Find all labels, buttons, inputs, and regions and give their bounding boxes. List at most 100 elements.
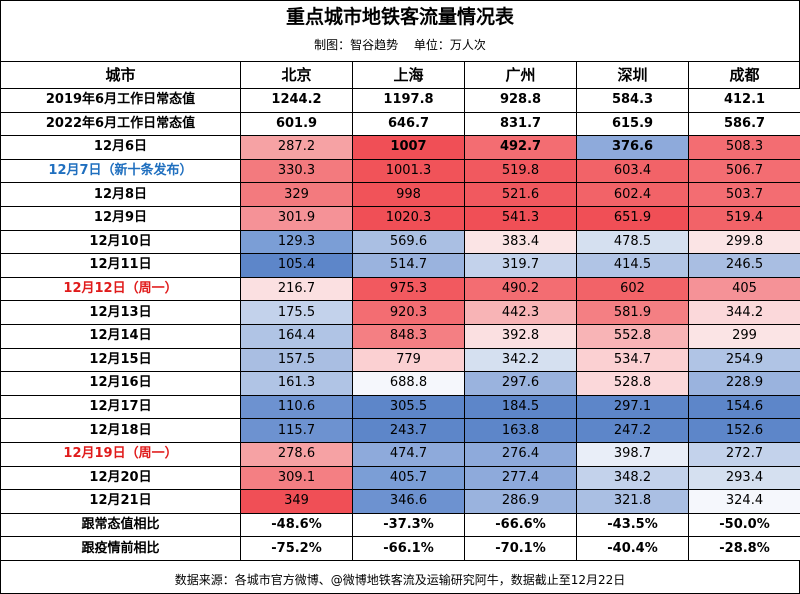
row-label: 12月18日 bbox=[0, 418, 241, 443]
data-cell: 105.4 bbox=[240, 253, 353, 278]
row-label: 12月9日 bbox=[0, 205, 241, 231]
data-cell: 342.2 bbox=[464, 347, 577, 373]
table-row: 12月6日 287.2 1007 492.7 376.6 508.3 bbox=[0, 135, 800, 160]
data-cell: -48.6% bbox=[240, 512, 353, 538]
data-cell: -28.8% bbox=[688, 536, 800, 561]
data-cell: -66.1% bbox=[352, 536, 465, 561]
data-cell: 1020.3 bbox=[352, 205, 465, 231]
data-cell: 348.2 bbox=[576, 465, 689, 491]
data-cell: 508.3 bbox=[688, 135, 800, 160]
ridership-table: 城市 北京 上海 广州 深圳 成都 2019年6月工作日常态值 1244.2 119… bbox=[0, 61, 800, 561]
data-cell: 414.5 bbox=[576, 253, 689, 278]
data-cell: 164.4 bbox=[240, 323, 353, 349]
data-cell: -43.5% bbox=[576, 512, 689, 538]
data-cell: 831.7 bbox=[464, 111, 577, 137]
data-cell: 277.4 bbox=[464, 465, 577, 491]
data-cell: 272.7 bbox=[688, 441, 800, 467]
row-label: 跟疫情前相比 bbox=[0, 536, 241, 561]
data-cell: 848.3 bbox=[352, 323, 465, 349]
row-label: 12月10日 bbox=[0, 229, 241, 255]
data-cell: 383.4 bbox=[464, 229, 577, 255]
subtitle: 制图：智谷趋势 单位：万人次 bbox=[0, 36, 800, 54]
data-cell: -37.3% bbox=[352, 512, 465, 538]
data-cell: 243.7 bbox=[352, 418, 465, 443]
data-cell: 129.3 bbox=[240, 229, 353, 255]
data-cell: 534.7 bbox=[576, 347, 689, 373]
table-row: 12月14日 164.4 848.3 392.8 552.8 299 bbox=[0, 323, 800, 349]
table-row: 12月21日 349 346.6 286.9 321.8 324.4 bbox=[0, 489, 800, 514]
data-cell: 581.9 bbox=[576, 300, 689, 325]
table-row: 12月13日 175.5 920.3 442.3 581.9 344.2 bbox=[0, 300, 800, 325]
data-source-note: 数据来源：各城市官方微博、@微博地铁客流及运输研究阿牛，数据截止至12月22日 bbox=[174, 573, 626, 587]
row-label: 12月19日（周一） bbox=[0, 441, 241, 467]
data-cell: 478.5 bbox=[576, 229, 689, 255]
data-cell: 519.8 bbox=[464, 158, 577, 184]
data-cell: 412.1 bbox=[688, 88, 800, 113]
data-cell: 490.2 bbox=[464, 276, 577, 302]
table-row: 12月12日（周一） 216.7 975.3 490.2 602 405 bbox=[0, 276, 800, 302]
data-cell: 247.2 bbox=[576, 418, 689, 443]
table-row: 跟常态值相比 -48.6% -37.3% -66.6% -43.5% -50.0% bbox=[0, 512, 800, 538]
data-cell: 405.7 bbox=[352, 465, 465, 491]
row-label: 12月16日 bbox=[0, 371, 241, 396]
data-cell: 552.8 bbox=[576, 323, 689, 349]
data-cell: -40.4% bbox=[576, 536, 689, 561]
row-label: 12月11日 bbox=[0, 253, 241, 278]
data-cell: 299 bbox=[688, 323, 800, 349]
column-header-shanghai: 上海 bbox=[352, 61, 465, 89]
data-cell: 651.9 bbox=[576, 205, 689, 231]
data-cell: 584.3 bbox=[576, 88, 689, 113]
data-cell: 601.9 bbox=[240, 111, 353, 137]
data-cell: -50.0% bbox=[688, 512, 800, 538]
table-row: 12月19日（周一） 278.6 474.7 276.4 398.7 272.7 bbox=[0, 441, 800, 467]
data-cell: 349 bbox=[240, 489, 353, 514]
data-cell: 287.2 bbox=[240, 135, 353, 160]
data-cell: 293.4 bbox=[688, 465, 800, 491]
page-title: 重点城市地铁客流量情况表 bbox=[285, 6, 514, 28]
data-cell: 975.3 bbox=[352, 276, 465, 302]
data-cell: 161.3 bbox=[240, 371, 353, 396]
data-cell: 514.7 bbox=[352, 253, 465, 278]
data-cell: 184.5 bbox=[464, 394, 577, 420]
row-label: 2019年6月工作日常态值 bbox=[0, 88, 241, 113]
data-cell: 398.7 bbox=[576, 441, 689, 467]
row-label: 12月17日 bbox=[0, 394, 241, 420]
data-cell: 602.4 bbox=[576, 182, 689, 207]
column-header-shenzhen: 深圳 bbox=[576, 61, 689, 89]
data-cell: 321.8 bbox=[576, 489, 689, 514]
data-cell: 920.3 bbox=[352, 300, 465, 325]
row-label: 12月7日（新十条发布） bbox=[0, 158, 241, 184]
table-row: 12月18日 115.7 243.7 163.8 247.2 152.6 bbox=[0, 418, 800, 443]
row-label: 12月21日 bbox=[0, 489, 241, 514]
data-cell: 1197.8 bbox=[352, 88, 465, 113]
data-cell: 278.6 bbox=[240, 441, 353, 467]
data-cell: 521.6 bbox=[464, 182, 577, 207]
data-cell: 405 bbox=[688, 276, 800, 302]
data-cell: 344.2 bbox=[688, 300, 800, 325]
data-cell: 528.8 bbox=[576, 371, 689, 396]
data-cell: 1007 bbox=[352, 135, 465, 160]
data-cell: 392.8 bbox=[464, 323, 577, 349]
table-row: 12月11日 105.4 514.7 319.7 414.5 246.5 bbox=[0, 253, 800, 278]
data-cell: 324.4 bbox=[688, 489, 800, 514]
data-cell: 541.3 bbox=[464, 205, 577, 231]
data-cell: 309.1 bbox=[240, 465, 353, 491]
table-row: 12月8日 329 998 521.6 602.4 503.7 bbox=[0, 182, 800, 207]
data-cell: 299.8 bbox=[688, 229, 800, 255]
data-cell: 506.7 bbox=[688, 158, 800, 184]
row-label: 跟常态值相比 bbox=[0, 512, 241, 538]
row-label: 12月6日 bbox=[0, 135, 241, 160]
data-cell: 346.6 bbox=[352, 489, 465, 514]
data-cell: 175.5 bbox=[240, 300, 353, 325]
data-cell: 928.8 bbox=[464, 88, 577, 113]
data-cell: 503.7 bbox=[688, 182, 800, 207]
data-cell: 163.8 bbox=[464, 418, 577, 443]
table-row: 跟疫情前相比 -75.2% -66.1% -70.1% -40.4% -28.8% bbox=[0, 536, 800, 561]
table-row: 12月10日 129.3 569.6 383.4 478.5 299.8 bbox=[0, 229, 800, 255]
data-cell: 254.9 bbox=[688, 347, 800, 373]
data-cell: 603.4 bbox=[576, 158, 689, 184]
row-label: 12月15日 bbox=[0, 347, 241, 373]
data-cell: 442.3 bbox=[464, 300, 577, 325]
data-cell: 376.6 bbox=[576, 135, 689, 160]
table-row: 12月17日 110.6 305.5 184.5 297.1 154.6 bbox=[0, 394, 800, 420]
